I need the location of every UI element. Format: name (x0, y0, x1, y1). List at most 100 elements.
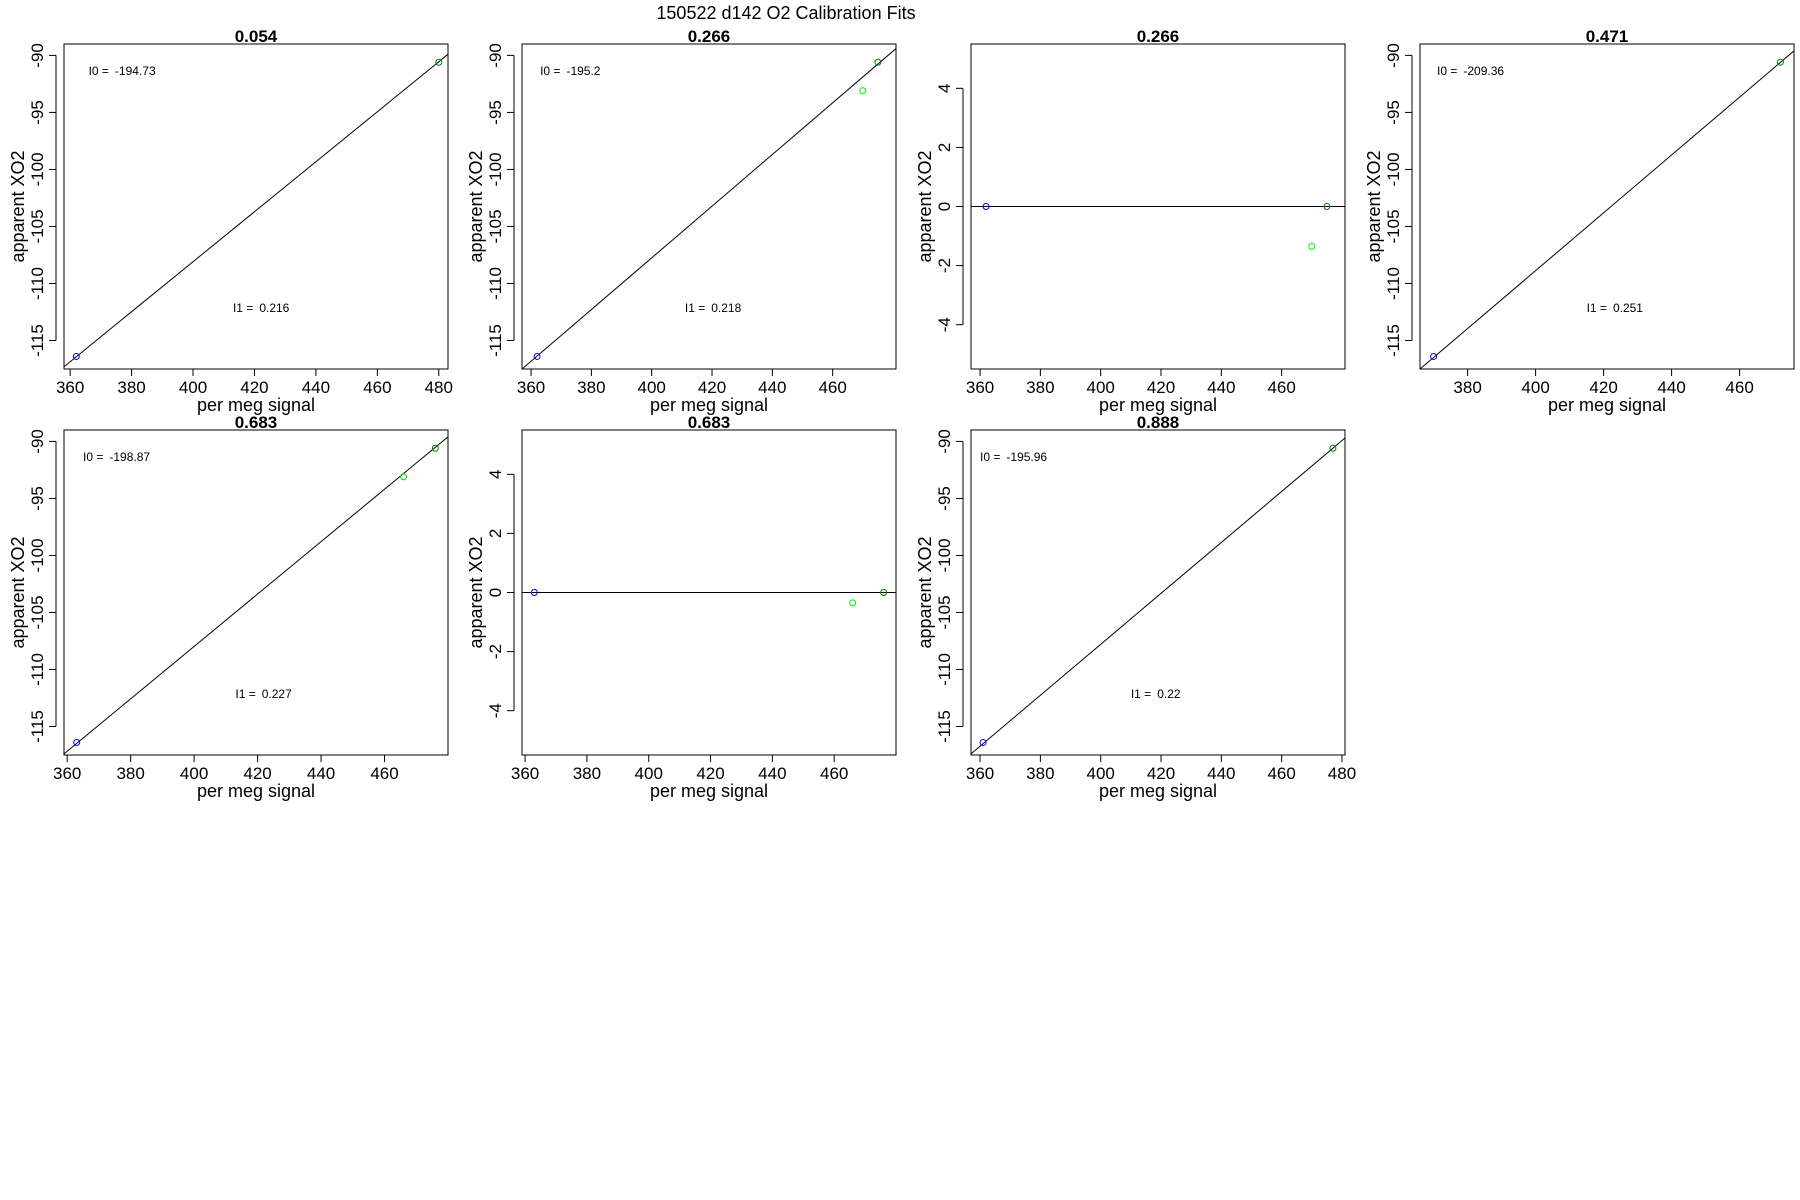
x-tick-label: 440 (1207, 764, 1235, 783)
x-tick-label: 360 (511, 764, 539, 783)
x-axis-label: per meg signal (1548, 395, 1666, 415)
annotation-label: I1 = (1131, 687, 1151, 701)
x-tick-label: 440 (307, 764, 335, 783)
annotation-label: I0 = (83, 450, 103, 464)
y-tick-label: 4 (486, 470, 505, 479)
y-tick-label: -95 (28, 486, 47, 511)
x-tick-label: 440 (1207, 378, 1235, 397)
data-point (982, 203, 990, 210)
x-tick-label: 440 (302, 378, 330, 397)
fit-line (1420, 50, 1794, 369)
fit-line (64, 53, 448, 368)
annotation-value: 0.216 (259, 301, 289, 315)
data-point (435, 58, 443, 66)
x-tick-label: 360 (56, 378, 84, 397)
x-tick-label: 420 (1147, 764, 1175, 783)
y-tick-label: -90 (28, 43, 47, 68)
data-point (1323, 203, 1331, 210)
y-tick-label: -115 (28, 710, 47, 743)
y-tick-label: -2 (486, 644, 505, 659)
x-tick-label: 400 (180, 764, 208, 783)
y-tick-label: -110 (28, 267, 47, 300)
fit-annotation: I1 = 0.227 (235, 687, 292, 701)
x-tick-label: 420 (698, 378, 726, 397)
x-tick-label: 440 (758, 378, 786, 397)
annotation-value: -198.87 (109, 450, 150, 464)
x-tick-label: 420 (696, 764, 724, 783)
annotation-label: I1 = (233, 301, 253, 315)
y-tick-label: -110 (486, 267, 505, 300)
x-tick-label: 400 (1087, 764, 1115, 783)
y-tick-label: -105 (28, 209, 47, 243)
y-tick-label: -110 (1384, 267, 1403, 300)
fit-annotation: I1 = 0.251 (1587, 301, 1644, 315)
fit-line (971, 437, 1345, 755)
y-tick-label: -110 (935, 653, 954, 686)
data-point (1308, 242, 1316, 250)
x-tick-label: 460 (1267, 764, 1295, 783)
y-tick-label: -95 (1384, 100, 1403, 125)
x-tick-label: 380 (1453, 378, 1481, 397)
y-tick-label: -115 (28, 324, 47, 357)
data-point (72, 352, 80, 360)
panel-title: 0.471 (1586, 27, 1629, 46)
x-tick-label: 440 (1657, 378, 1685, 397)
x-tick-label: 420 (1147, 378, 1175, 397)
panel-4: 0.471 380 400 420 440 460 per meg signal -90 -95… (1364, 27, 1795, 415)
y-tick-label: -95 (28, 100, 47, 125)
y-tick-label: -105 (935, 595, 954, 629)
data-point (874, 58, 882, 66)
x-axis-label: per meg signal (650, 781, 768, 801)
x-tick-label: 460 (1725, 378, 1753, 397)
y-axis-label: apparent XO2 (915, 150, 935, 262)
x-tick-label: 400 (1087, 378, 1115, 397)
fit-line (64, 436, 448, 755)
y-tick-label: -110 (28, 653, 47, 686)
annotation-label: I0 = (540, 64, 560, 78)
x-tick-label: 480 (425, 378, 453, 397)
y-tick-label: -115 (1384, 324, 1403, 357)
annotation-value: -195.2 (566, 64, 600, 78)
x-tick-label: 380 (1026, 378, 1054, 397)
fit-annotation: I0 = -195.2 (540, 64, 601, 78)
data-point (431, 444, 439, 452)
y-tick-label: -115 (935, 710, 954, 743)
annotation-value: 0.227 (262, 687, 292, 701)
y-tick-label: -95 (486, 100, 505, 125)
x-tick-label: 440 (758, 764, 786, 783)
x-tick-label: 400 (635, 764, 663, 783)
panel-title: 0.054 (235, 27, 278, 46)
x-tick-label: 360 (966, 764, 994, 783)
data-point (849, 599, 857, 607)
x-tick-label: 420 (1589, 378, 1617, 397)
y-axis-label: apparent XO2 (466, 150, 486, 262)
y-tick-label: -100 (935, 538, 954, 572)
annotation-value: -195.96 (1006, 450, 1047, 464)
fit-annotation: I0 = -209.36 (1437, 64, 1504, 78)
panel-title: 0.683 (235, 413, 278, 432)
x-tick-label: 460 (1267, 378, 1295, 397)
y-tick-label: -105 (28, 595, 47, 629)
y-axis-label: apparent XO2 (8, 536, 28, 648)
x-axis-label: per meg signal (650, 395, 768, 415)
annotation-label: I0 = (1437, 64, 1457, 78)
annotation-value: 0.218 (711, 301, 741, 315)
y-axis-label: apparent XO2 (466, 536, 486, 648)
fit-annotation: I1 = 0.22 (1131, 687, 1181, 701)
y-tick-label: -4 (935, 317, 954, 332)
fit-annotation: I1 = 0.218 (685, 301, 742, 315)
fit-annotation: I0 = -198.87 (83, 450, 150, 464)
y-tick-label: -105 (1384, 209, 1403, 243)
x-tick-label: 420 (240, 378, 268, 397)
y-tick-label: -95 (935, 486, 954, 511)
x-tick-label: 360 (53, 764, 81, 783)
fit-line (522, 48, 896, 369)
y-tick-label: -105 (486, 209, 505, 243)
x-tick-label: 360 (966, 378, 994, 397)
x-tick-label: 360 (517, 378, 545, 397)
x-tick-label: 380 (116, 764, 144, 783)
fit-annotation: I0 = -195.96 (980, 450, 1047, 464)
